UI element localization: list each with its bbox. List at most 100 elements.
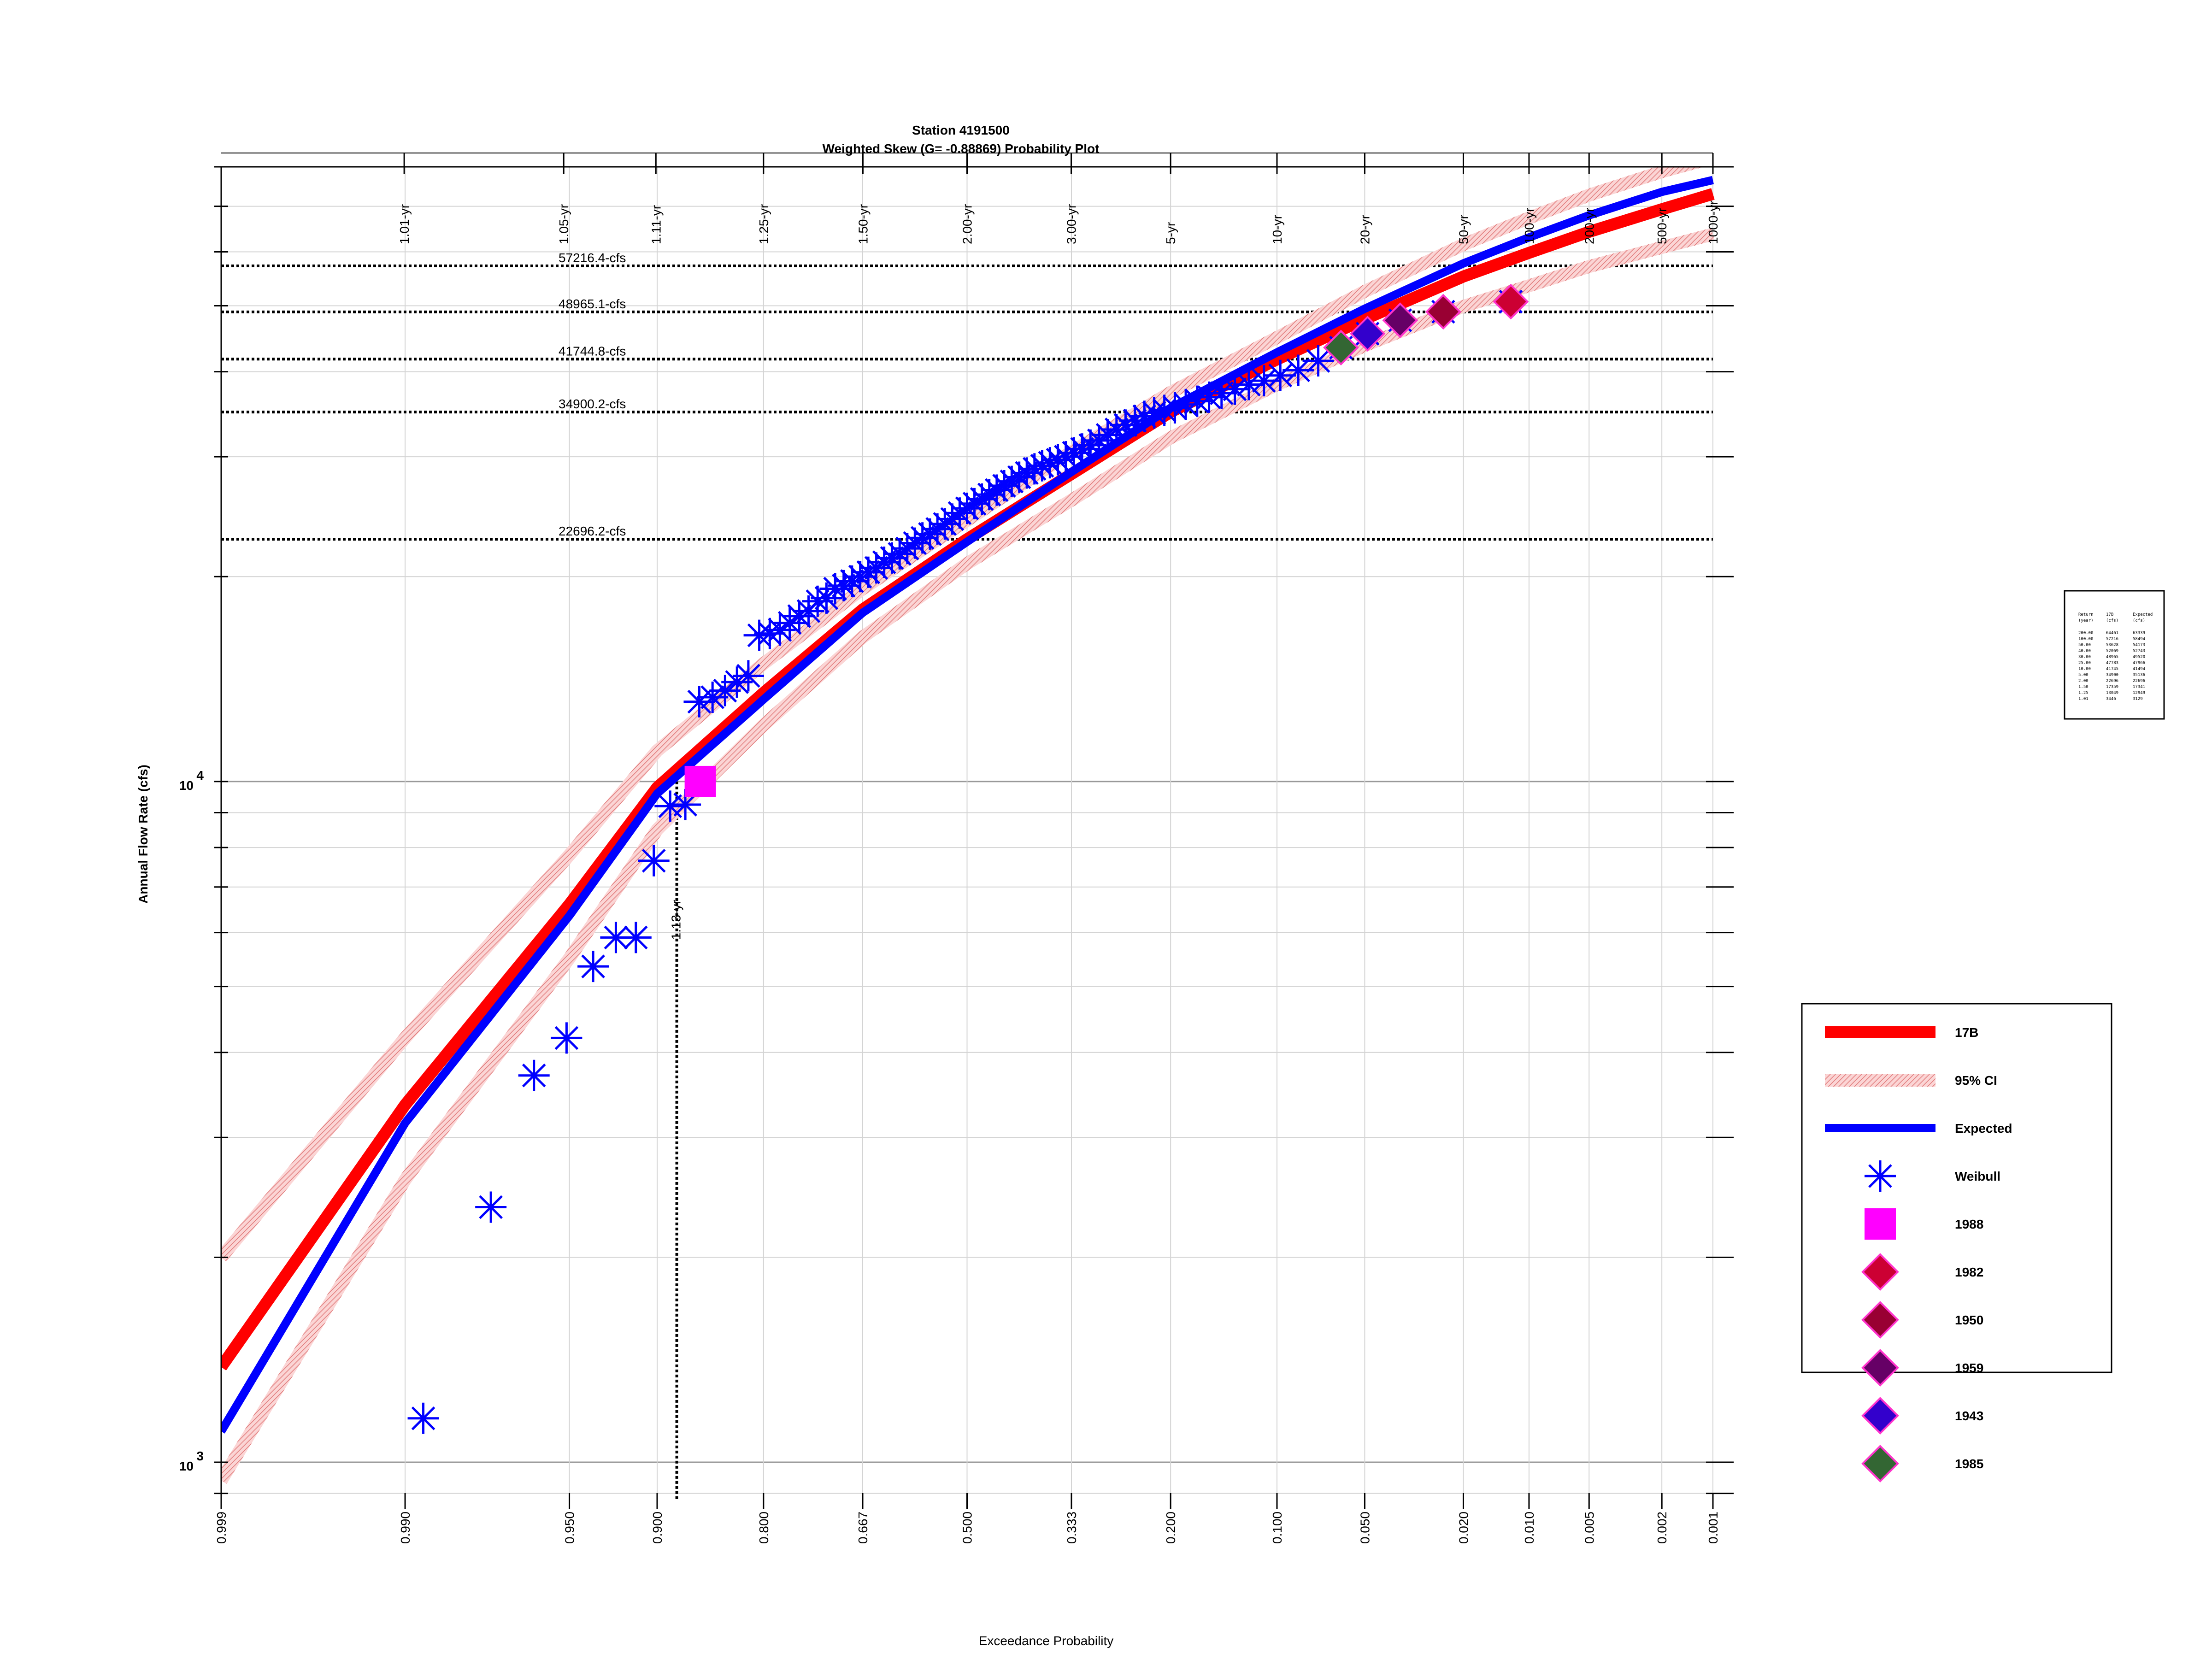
x-tick-label: 0.990 [398,1512,412,1544]
table-cell: 50.00 [2078,643,2091,647]
return-period-label: 1.50-yr [856,204,870,244]
return-period-label: 1000-yr [1706,200,1720,244]
x-tick-label: 0.005 [1582,1512,1596,1544]
marker-1988 [684,765,716,797]
chart-title: Station 4191500 [912,123,1010,137]
legend-swatch-square [1865,1208,1896,1240]
weibull-point-stroke [624,925,648,950]
legend-box [1801,1003,2112,1373]
table-cell: 3446 [2106,697,2116,701]
weibull-point-stroke [411,1406,435,1430]
return-period-label: 1.11-yr [649,205,663,244]
weibull-point [577,951,609,982]
weibull-point [1302,345,1334,377]
legend-item-1985: 1985 [1861,1445,1983,1483]
marker-1943 [1349,316,1386,352]
weibull-point-stroke [1142,401,1166,425]
weibull-point [732,660,764,692]
legend-item-1982: 1982 [1861,1253,1983,1291]
marker-1982 [1493,283,1529,320]
table-header-cell: (year) [2078,618,2094,623]
table-cell: 2.00 [2078,679,2088,683]
weibull-point-stroke [1286,358,1311,382]
legend-label: 1950 [1955,1313,1983,1327]
return-period-label: 2.00-yr [960,204,975,244]
marker-1985 [1323,329,1359,366]
data-series [221,167,1715,1484]
x-tick-label: 0.800 [757,1512,771,1544]
table-cell: 54173 [2133,643,2145,647]
table-cell: 41494 [2133,667,2145,671]
table-cell: 200.00 [2078,631,2094,635]
weibull-point [899,527,931,559]
legend-items: 17B 95% CI Expected Weibull 1988 1982 1950 1959… [1825,1025,2012,1483]
legend-item-1988: 1988 [1865,1208,1983,1240]
x-tick-label: 0.100 [1270,1512,1284,1544]
weibull-point [1159,392,1191,424]
legend: 17B 95% CI Expected Weibull 1988 1982 1950 1959… [1801,1003,2112,1483]
chart-subtitle: Weighted Skew (G= -0.88869) Probability … [823,141,1100,156]
return-period-label: 20-yr [1358,215,1372,244]
weibull-point-stroke [1868,1164,1892,1188]
weibull-point [783,600,815,632]
weibull-point [683,686,715,718]
weibull-point [1148,394,1180,426]
x-tick-label: 0.010 [1522,1512,1536,1544]
weibull-point-stroke [806,589,830,613]
weibull-point [697,681,729,713]
legend-label: 17B [1955,1025,1978,1040]
weibull-point-stroke [1152,398,1177,423]
weibull-point-stroke [713,678,737,703]
table-cell: 52743 [2133,649,2145,653]
legend-swatch-diamond [1861,1349,1899,1387]
x-tick-label: 0.200 [1164,1512,1178,1544]
weibull-point-stroke [1237,372,1261,397]
table-cell: 25.00 [2078,661,2091,665]
legend-swatch-diamond [1861,1397,1899,1435]
weibull-point [551,1022,582,1054]
legend-label: Expected [1955,1121,2012,1135]
x-tick-label: 0.020 [1456,1512,1471,1544]
weibull-point [600,922,632,953]
table-cell: 12949 [2133,691,2145,695]
legend-swatch-diamond [1861,1445,1899,1483]
table-cell: 48965 [2106,655,2118,659]
return-period-label: 100-yr [1522,208,1536,244]
table-cell: 52069 [2106,649,2118,653]
weibull-point [1193,381,1225,413]
x-tick-label: 0.050 [1358,1512,1372,1544]
weibull-point-stroke [1209,381,1234,406]
legend-item-Weibull: Weibull [1865,1160,2000,1192]
y-axis-title: Annual Flow Rate (cfs) [136,765,150,904]
table-cell: 22696 [2133,679,2145,683]
weibull-point-stroke [687,689,712,714]
return-period-label: 5-yr [1164,222,1178,244]
legend-swatch-diamond [1861,1253,1899,1291]
table-cell: 57216 [2106,637,2118,641]
table-cell: 63339 [2133,631,2145,635]
legend-swatch-diamond [1861,1301,1899,1339]
weibull-point-stroke [604,925,628,950]
legend-swatch-weibull [1865,1160,1896,1192]
x-tick-label: 0.333 [1065,1512,1079,1544]
legend-label: 1943 [1955,1409,1983,1423]
flow-reference-label: 57216.4-cfs [559,251,626,265]
return-period-label: 200-yr [1582,208,1596,244]
legend-label: 1985 [1955,1457,1983,1471]
weibull-point-stroke [747,623,771,647]
table-cell: 47966 [2133,661,2145,665]
table-cell: 3129 [2133,697,2143,701]
summary-table: Return 17B Expected (year) (cfs) (cfs) 200.00 6… [2064,590,2165,720]
weibull-point-stroke [641,848,666,873]
table-header-cell: (cfs) [2133,618,2145,623]
weibull-point [743,619,775,651]
table-cell: 49520 [2133,655,2145,659]
weibull-point [407,1402,439,1434]
flow-reference-label: 22696.2-cfs [559,524,626,538]
return-period-label: 1.25-yr [757,204,771,244]
x-tick-label: 0.500 [960,1512,975,1544]
weibull-point [518,1059,550,1091]
y-tick-label-base: 10 [179,1459,194,1473]
